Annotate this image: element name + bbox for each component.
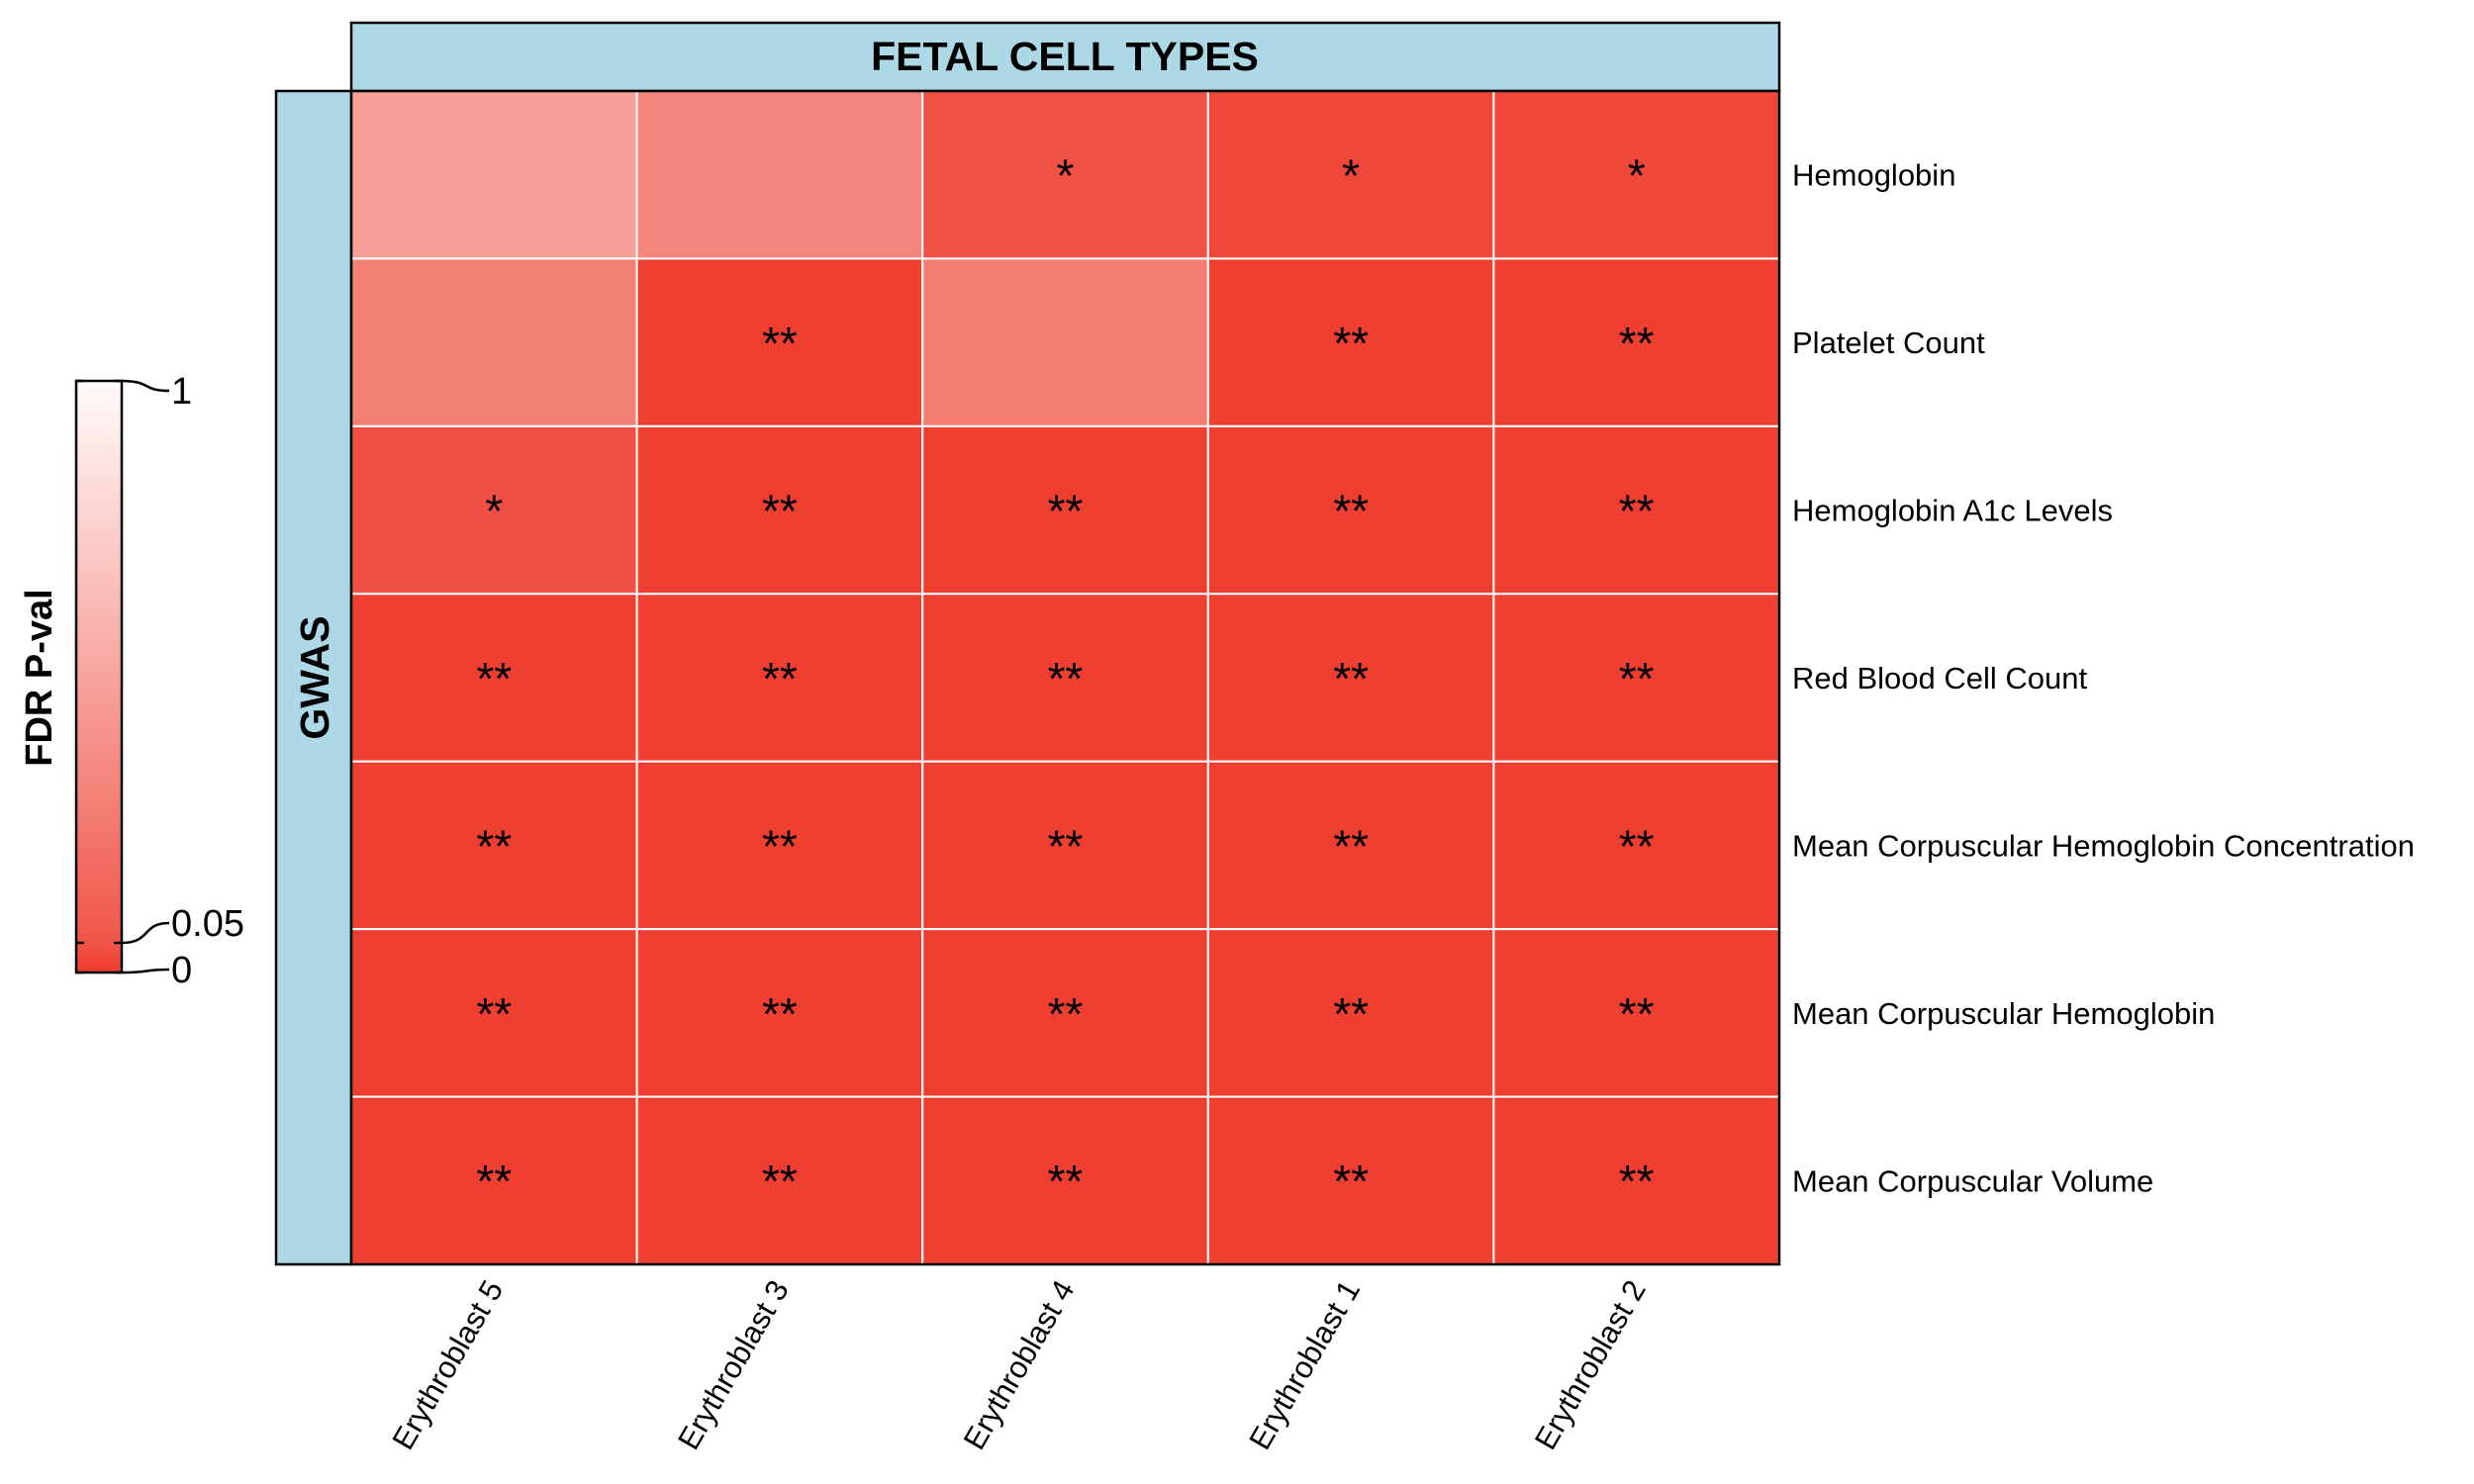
heatmap-cell: [1206, 593, 1495, 763]
significance-marker: **: [762, 820, 798, 872]
significance-markers: * * *** ** *** ** ** ** **** ** ** ** **** ** ** ** ****…: [476, 150, 1654, 1208]
heatmap-cell: [1206, 1095, 1495, 1265]
significance-marker: **: [1048, 988, 1084, 1040]
heatmap-cell: [635, 593, 924, 763]
legend-tick-label: 0.05: [171, 903, 244, 945]
row-strip: [274, 89, 353, 1266]
significance-marker: **: [762, 1156, 798, 1207]
significance-marker: *: [1057, 150, 1075, 202]
significance-marker: **: [1333, 988, 1369, 1040]
column-label: Erythroblast 1: [1242, 1274, 1367, 1455]
heatmap-cell: [1492, 593, 1781, 763]
legend-colorbar: [74, 379, 124, 974]
heatmap-cell: [1492, 424, 1781, 596]
row-label: Hemoglobin A1c Levels: [1792, 494, 2113, 528]
heatmap-cell: [1206, 928, 1495, 1098]
significance-marker: **: [1619, 1156, 1655, 1207]
significance-marker: **: [476, 820, 512, 872]
significance-marker: **: [1619, 988, 1655, 1040]
column-labels: Erythroblast 5 Erythroblast 3 Erythroblast…: [385, 1274, 1652, 1455]
row-label: Mean Corpuscular Hemoglobin Concentratio…: [1792, 828, 2415, 863]
heatmap-cell: [1492, 1095, 1781, 1265]
legend-tick-label: 0: [171, 950, 192, 991]
significance-marker: **: [1333, 1156, 1369, 1207]
significance-marker: **: [1619, 318, 1655, 369]
heatmap-cell: [1206, 424, 1495, 596]
significance-marker: **: [1048, 653, 1084, 704]
significance-marker: **: [476, 1156, 512, 1207]
legend-title: FDR P-val: [19, 589, 60, 766]
heatmap-cell: [921, 1095, 1209, 1265]
significance-marker: **: [762, 988, 798, 1040]
significance-marker: **: [1333, 486, 1369, 537]
significance-marker: **: [1333, 318, 1369, 369]
significance-marker: **: [1619, 653, 1655, 704]
column-label: Erythroblast 5: [385, 1274, 510, 1455]
heatmap-cell: [350, 760, 638, 931]
significance-marker: *: [1628, 150, 1646, 202]
significance-marker: *: [485, 486, 503, 537]
significance-marker: **: [476, 653, 512, 704]
legend-ticks: 1 0.05 0: [76, 371, 244, 991]
column-strip: [349, 21, 1781, 93]
legend-tick-label: 1: [171, 371, 192, 413]
legend-tick-leader: [121, 921, 170, 945]
heatmap-cell: [635, 90, 924, 260]
heatmap-cell: [350, 928, 638, 1098]
row-label: Hemoglobin: [1792, 158, 1955, 193]
row-label: Red Blood Cell Count: [1792, 661, 2088, 696]
legend-tick-leader: [121, 968, 170, 974]
significance-marker: **: [1333, 653, 1369, 704]
column-strip-label: FETAL CELL TYPES: [871, 34, 1259, 79]
column-label: Erythroblast 3: [671, 1274, 796, 1455]
row-label: Mean Corpuscular Hemoglobin: [1792, 996, 2215, 1031]
heatmap-cell: [1492, 760, 1781, 931]
heatmap-cell: [350, 424, 638, 596]
significance-marker: **: [762, 486, 798, 537]
column-label: Erythroblast 2: [1528, 1274, 1653, 1455]
significance-marker: **: [1619, 486, 1655, 537]
legend-tick-leader: [121, 379, 170, 393]
heatmap-cell: [635, 928, 924, 1098]
row-labels: Hemoglobin Platelet Count Hemoglobin A1c L…: [1792, 158, 2415, 1199]
heatmap-cell: [921, 424, 1209, 596]
row-strip-label: GWAS: [292, 615, 337, 739]
heatmap-cell: [921, 760, 1209, 931]
significance-marker: **: [1333, 820, 1369, 872]
significance-marker: **: [762, 653, 798, 704]
heatmap-cell: [350, 90, 638, 260]
significance-marker: **: [1048, 1156, 1084, 1207]
heatmap-border: [349, 89, 1781, 1266]
column-label: Erythroblast 4: [957, 1274, 1082, 1455]
significance-marker: **: [476, 988, 512, 1040]
heatmap-cell: [350, 257, 638, 427]
significance-marker: *: [1342, 150, 1360, 202]
row-label: Platelet Count: [1792, 325, 1985, 360]
heatmap-cell: [921, 257, 1209, 427]
heatmap-cell: [921, 90, 1209, 260]
significance-marker: **: [1619, 820, 1655, 872]
significance-marker: **: [1048, 820, 1084, 872]
heatmap-cell: [1492, 257, 1781, 427]
row-label: Mean Corpuscular Volume: [1792, 1163, 2153, 1198]
heatmap-cell: [635, 424, 924, 596]
significance-marker: **: [1048, 486, 1084, 537]
heatmap-cell: [1206, 90, 1495, 260]
heatmap-cell: [921, 593, 1209, 763]
significance-marker: **: [762, 318, 798, 369]
